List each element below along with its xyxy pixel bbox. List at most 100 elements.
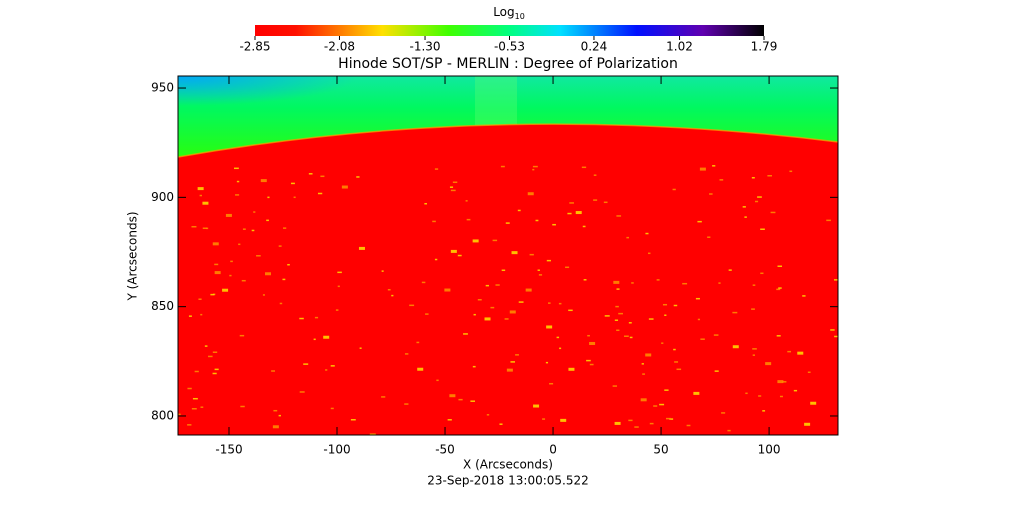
surface-feature [313,338,316,341]
surface-feature [485,284,489,287]
surface-feature [187,387,192,390]
surface-feature [271,370,276,372]
surface-feature [558,302,562,305]
surface-feature [752,348,757,350]
surface-feature [802,295,806,297]
surface-feature [719,179,724,181]
surface-feature [614,319,619,321]
surface-feature [754,200,759,203]
surface-feature [777,265,783,268]
surface-feature [745,392,748,395]
surface-feature [308,173,313,175]
x-axis-label: X (Arcseconds) [463,458,553,472]
surface-feature [466,218,471,221]
surface-feature [517,209,521,212]
surface-feature [492,239,498,242]
surface-feature [350,418,356,421]
surface-feature [560,418,567,422]
surface-feature [645,232,649,235]
colorbar-tick-label: 0.24 [581,40,608,54]
surface-feature [728,269,732,271]
surface-feature [188,315,192,317]
surface-feature [661,342,664,344]
surface-feature [330,365,335,367]
surface-feature [470,400,476,402]
surface-feature [436,379,439,382]
surface-feature [616,329,620,332]
chart-title: Hinode SOT/SP - MERLIN : Degree of Polar… [338,56,678,72]
surface-feature [777,380,784,384]
surface-feature [758,395,762,397]
surface-feature [787,350,792,353]
surface-feature [616,288,620,290]
surface-feature [449,394,456,398]
surface-feature [323,335,330,339]
surface-feature [567,212,572,215]
surface-feature [236,180,240,183]
date-label: 23-Sep-2018 13:00:05.522 [427,474,589,488]
surface-feature [686,424,691,427]
surface-feature [593,199,598,201]
surface-feature [546,259,551,262]
surface-feature [589,341,596,345]
surface-feature [251,229,255,232]
surface-feature [732,345,739,349]
surface-feature [416,341,420,344]
surface-feature [727,429,731,432]
surface-feature [624,335,629,337]
surface-feature [477,298,482,301]
surface-feature [525,288,532,292]
surface-feature [776,288,781,291]
surface-feature [214,368,219,371]
surface-feature [533,404,540,408]
surface-feature [273,409,278,412]
surface-feature [518,301,524,303]
surface-feature [648,318,654,320]
surface-feature [225,213,232,217]
surface-feature [582,225,586,228]
surface-feature [552,223,556,226]
surface-feature [676,368,682,371]
surface-feature [233,167,239,170]
colorbar-tick-label: -2.85 [239,40,270,54]
surface-feature [744,216,747,218]
surface-feature [317,192,323,195]
surface-feature [672,188,676,191]
colorbar [255,25,764,36]
surface-feature [465,200,468,202]
surface-feature [807,371,811,374]
surface-feature [299,317,304,320]
surface-feature [425,313,429,315]
surface-feature [239,334,245,337]
surface-feature [546,325,553,329]
surface-feature [356,176,360,178]
y-axis-label: Y (Arcseconds) [126,211,140,301]
surface-feature [299,391,305,393]
surface-feature [826,219,831,222]
surface-feature [712,165,716,167]
surface-feature [647,252,651,255]
surface-feature [240,405,245,408]
surface-feature [673,348,676,351]
surface-feature [674,361,679,363]
surface-feature [212,351,218,353]
surface-feature [697,220,702,223]
surface-feature [490,306,495,309]
surface-feature [653,405,658,407]
surface-feature [640,398,647,402]
surface-feature [192,397,198,400]
surface-feature [699,167,706,171]
surface-feature [565,266,570,269]
surface-feature [235,194,240,196]
surface-feature [583,279,587,281]
surface-feature [290,182,295,185]
surface-feature [603,201,608,204]
surface-feature [262,294,265,296]
surface-feature [417,367,424,371]
surface-feature [381,270,384,272]
surface-feature [628,419,633,422]
surface-feature [629,336,633,339]
surface-feature [434,258,438,261]
surface-feature [604,315,610,317]
x-tick-label: 50 [653,443,668,457]
